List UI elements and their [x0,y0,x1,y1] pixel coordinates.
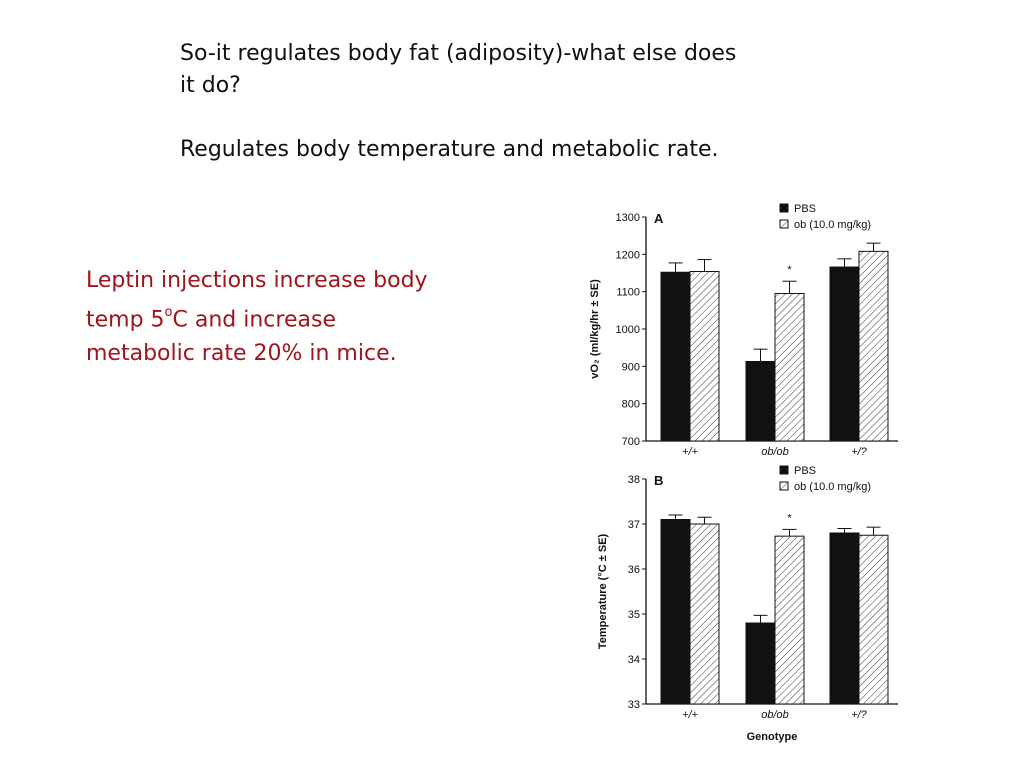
legend-label: ob (10.0 mg/kg) [794,481,871,493]
x-tick-label: ob/ob [761,709,789,721]
callout-text-start: Leptin injections increase body temp 5 [86,268,428,333]
y-tick-label: 38 [628,474,640,486]
y-axis-title: vO₂ (ml/kg/hr ± SE) [589,279,601,379]
y-tick-label: 1200 [616,249,640,261]
y-tick-label: 37 [628,519,640,531]
bar [774,293,805,442]
degree-superscript: o [164,305,173,320]
legend-label: PBS [794,465,816,477]
slide-heading: So-it regulates body fat (adiposity)-wha… [180,38,820,166]
legend-swatch [779,465,789,475]
y-tick-label: 35 [628,609,640,621]
y-tick-label: 900 [622,361,640,373]
figure-svg: 700 800 900 1000 1100 1200 1300 vO₂ (ml/kg/hr ±… [589,203,898,743]
legend-swatch [779,203,789,213]
answer-text: Regulates body temperature and metabolic… [180,137,719,162]
bar [689,271,720,442]
panel-letter: B [654,473,663,488]
significance-asterisk: * [787,512,792,524]
legend-swatch [779,481,789,491]
bar [689,523,720,705]
bar [774,535,805,705]
significance-asterisk: * [787,264,792,276]
leptin-callout: Leptin injections increase body temp 5oC… [86,264,446,371]
legend-label: ob (10.0 mg/kg) [794,219,871,231]
leptin-figure: 700 800 900 1000 1100 1200 1300 vO₂ (ml/kg/hr ±… [586,196,916,752]
y-tick-label: 34 [628,654,640,666]
y-tick-label: 1000 [616,324,640,336]
bar [829,266,860,442]
legend-swatch [779,219,789,229]
y-tick-label: 1100 [616,287,640,299]
bar [660,271,691,442]
bar [858,534,889,705]
x-tick-label: +/+ [682,709,698,721]
x-tick-label: ob/ob [761,446,789,458]
chart-panel-a: 700 800 900 1000 1100 1200 1300 vO₂ (ml/kg/hr ±… [589,203,898,458]
callout-text-end: C and increase metabolic rate 20% in mic… [86,307,397,367]
x-tick-label: +/? [851,446,867,458]
panel-letter: A [654,211,664,226]
x-tick-label: +/+ [682,446,698,458]
bar [858,250,889,442]
y-tick-label: 33 [628,699,640,711]
y-tick-label: 700 [622,436,640,448]
legend-label: PBS [794,203,816,215]
bar [745,622,776,705]
y-tick-label: 800 [622,399,640,411]
bar [745,360,776,442]
y-tick-label: 1300 [616,212,640,224]
y-axis-title: Temperature (°C ± SE) [597,533,609,649]
y-tick-label: 36 [628,564,640,576]
question-text: So-it regulates body fat (adiposity)-wha… [180,41,737,98]
bar [660,519,691,705]
chart-panel-b: 33 34 35 36 37 38 Temperature (°C ± SE) B +/+ ob/… [597,465,898,743]
x-axis-title: Genotype [747,731,798,743]
x-tick-label: +/? [851,709,867,721]
bar [829,532,860,705]
